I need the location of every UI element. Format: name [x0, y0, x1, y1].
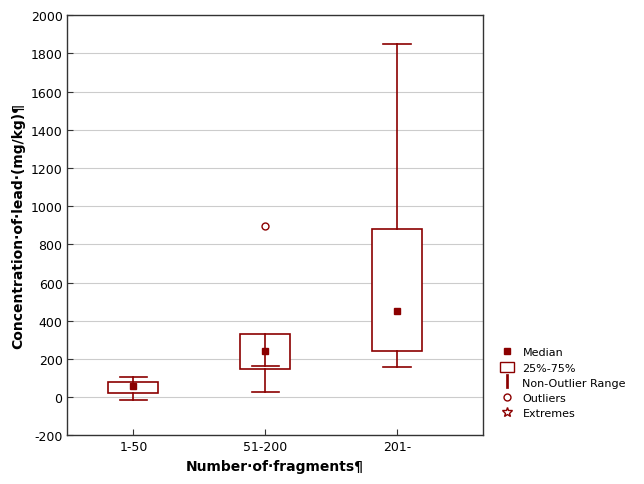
Bar	[108, 382, 158, 393]
Legend: Median, 25%-75%, Non-Outlier Range, Outliers, Extremes: Median, 25%-75%, Non-Outlier Range, Outl…	[497, 344, 629, 422]
Bar	[372, 229, 422, 352]
Bar	[240, 334, 290, 369]
Y-axis label: Concentration·of·lead·(mg/kg)¶: Concentration·of·lead·(mg/kg)¶	[11, 103, 25, 348]
X-axis label: Number·of·fragments¶: Number·of·fragments¶	[186, 459, 365, 473]
